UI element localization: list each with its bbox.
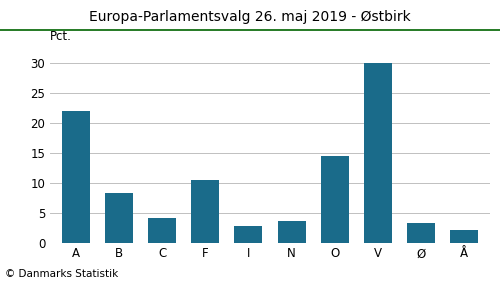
Bar [62, 111, 90, 243]
Text: © Danmarks Statistik: © Danmarks Statistik [5, 269, 118, 279]
Bar [364, 63, 392, 243]
Bar [148, 218, 176, 243]
Bar [234, 226, 262, 243]
Bar [407, 223, 435, 243]
Bar [192, 180, 220, 243]
Bar [105, 193, 133, 243]
Bar [320, 156, 348, 243]
Text: Pct.: Pct. [50, 30, 72, 43]
Text: Europa-Parlamentsvalg 26. maj 2019 - Østbirk: Europa-Parlamentsvalg 26. maj 2019 - Øst… [89, 10, 411, 24]
Bar [450, 230, 478, 243]
Bar [278, 221, 305, 243]
